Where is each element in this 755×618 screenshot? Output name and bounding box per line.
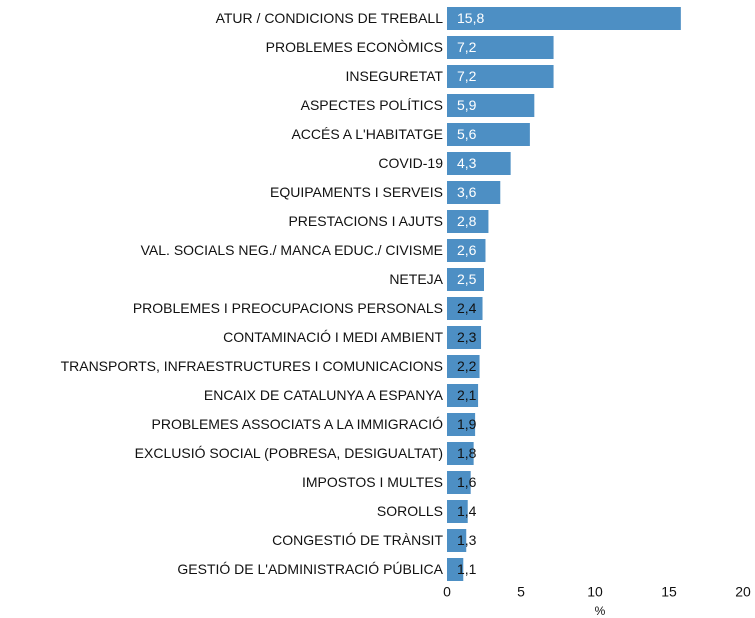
bar <box>447 239 486 262</box>
x-axis-label: % <box>595 604 606 618</box>
y-tick-label: ATUR / CONDICIONS DE TREBALL <box>216 10 444 26</box>
value-label: 2,2 <box>457 358 477 374</box>
value-label: 2,3 <box>457 329 477 345</box>
bar <box>447 442 474 465</box>
value-label: 15,8 <box>457 10 484 26</box>
value-label: 2,6 <box>457 242 477 258</box>
bar <box>447 297 483 320</box>
bar <box>447 384 479 407</box>
bar <box>447 65 554 88</box>
x-tick-label: 5 <box>517 584 525 600</box>
value-label: 2,8 <box>457 213 477 229</box>
y-tick-label: COVID-19 <box>378 155 443 171</box>
bar <box>447 210 489 233</box>
x-tick-label: 15 <box>661 584 677 600</box>
y-tick-label: EQUIPAMENTS I SERVEIS <box>270 184 443 200</box>
bar <box>447 152 511 175</box>
value-label: 2,1 <box>457 387 477 403</box>
bar <box>447 413 476 436</box>
value-label: 1,6 <box>457 474 477 490</box>
bar <box>447 7 681 30</box>
value-label: 7,2 <box>457 39 477 55</box>
y-tick-label: INSEGURETAT <box>346 68 444 84</box>
value-label: 1,9 <box>457 416 477 432</box>
bar <box>447 529 467 552</box>
y-tick-label: CONTAMINACIÓ I MEDI AMBIENT <box>223 329 443 345</box>
x-tick-label: 20 <box>735 584 751 600</box>
y-tick-label: CONGESTIÓ DE TRÀNSIT <box>272 532 443 548</box>
value-label: 1,1 <box>457 561 477 577</box>
y-tick-label: TRANSPORTS, INFRAESTRUCTURES I COMUNICAC… <box>61 358 443 374</box>
y-tick-label: SOROLLS <box>377 503 443 519</box>
bar <box>447 355 480 378</box>
y-tick-label: PRESTACIONS I AJUTS <box>288 213 443 229</box>
value-label: 2,4 <box>457 300 477 316</box>
y-tick-label: ENCAIX DE CATALUNYA A ESPANYA <box>204 387 444 403</box>
value-label: 2,5 <box>457 271 477 287</box>
y-tick-label: VAL. SOCIALS NEG./ MANCA EDUC./ CIVISME <box>141 242 443 258</box>
x-tick-label: 0 <box>443 584 451 600</box>
y-tick-label: PROBLEMES ASSOCIATS A LA IMMIGRACIÓ <box>152 416 444 432</box>
bar <box>447 268 484 291</box>
bar <box>447 36 554 59</box>
bar <box>447 500 468 523</box>
value-label: 1,4 <box>457 503 477 519</box>
value-label: 5,6 <box>457 126 477 142</box>
bar <box>447 123 530 146</box>
value-label: 1,8 <box>457 445 477 461</box>
y-tick-label: ASPECTES POLÍTICS <box>301 97 443 113</box>
x-tick-label: 10 <box>587 584 603 600</box>
bar <box>447 558 464 581</box>
y-tick-label: EXCLUSIÓ SOCIAL (POBRESA, DESIGUALTAT) <box>135 445 443 461</box>
y-tick-label: PROBLEMES I PREOCUPACIONS PERSONALS <box>133 300 443 316</box>
y-tick-label: ACCÉS A L'HABITATGE <box>291 126 443 142</box>
y-tick-label: GESTIÓ DE L'ADMINISTRACIÓ PÚBLICA <box>177 561 443 577</box>
bar <box>447 181 501 204</box>
bar <box>447 326 482 349</box>
y-tick-label: NETEJA <box>389 271 443 287</box>
bar <box>447 94 535 117</box>
value-label: 3,6 <box>457 184 477 200</box>
value-label: 5,9 <box>457 97 477 113</box>
value-label: 7,2 <box>457 68 477 84</box>
y-tick-label: PROBLEMES ECONÒMICS <box>266 39 443 55</box>
y-tick-label: IMPOSTOS I MULTES <box>302 474 443 490</box>
value-label: 1,3 <box>457 532 477 548</box>
value-label: 4,3 <box>457 155 477 171</box>
bar <box>447 471 471 494</box>
